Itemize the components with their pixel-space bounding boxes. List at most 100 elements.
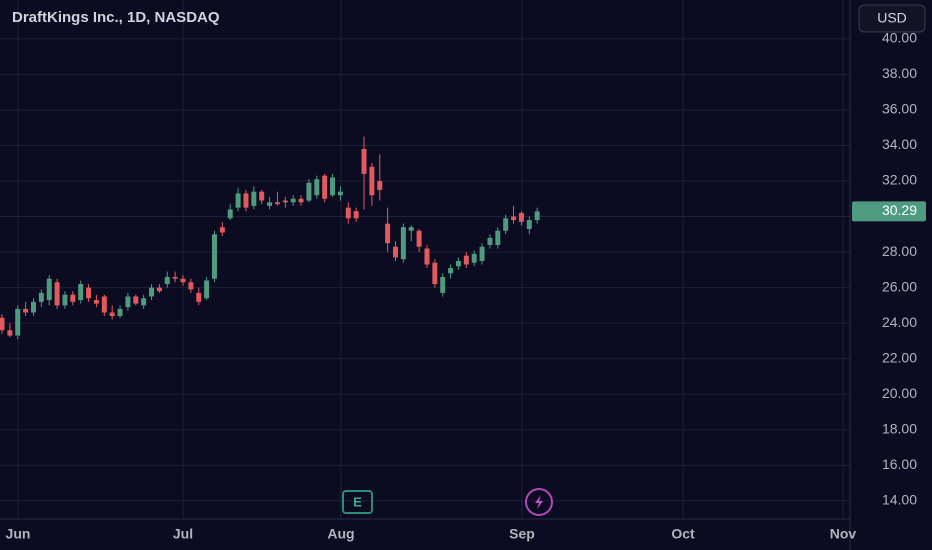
y-tick-label: 26.00 — [882, 278, 917, 294]
candle-body — [125, 296, 131, 308]
candle-body — [211, 234, 217, 279]
candle-body — [448, 268, 454, 274]
candle-body — [463, 255, 469, 265]
candle-body — [306, 182, 312, 201]
x-tick-label: Jun — [6, 526, 31, 542]
candle-body — [7, 330, 13, 336]
candles — [0, 136, 540, 340]
y-tick-label: 34.00 — [882, 136, 917, 152]
candle-body — [290, 198, 296, 203]
y-tick-label: 32.00 — [882, 172, 917, 188]
candle-body — [267, 202, 273, 206]
chart-title: DraftKings Inc., 1D, NASDAQ — [12, 9, 220, 26]
candle-body — [188, 282, 194, 290]
candle-body — [156, 287, 162, 292]
candle-body — [322, 175, 328, 199]
y-tick-label: 36.00 — [882, 101, 917, 117]
lightning-icon — [535, 495, 543, 509]
y-tick-label: 24.00 — [882, 314, 917, 330]
candle-body — [0, 317, 5, 331]
candle-body — [172, 276, 178, 279]
candle-body — [361, 149, 367, 174]
candle-body — [400, 227, 406, 260]
candle-body — [204, 280, 210, 299]
candle-body — [503, 218, 509, 231]
grid — [0, 0, 850, 519]
last-price-tag — [852, 201, 926, 222]
candle-body — [180, 278, 186, 283]
candle-body — [495, 230, 501, 245]
candle-body — [259, 191, 265, 201]
candle-body — [38, 292, 44, 302]
candle-body — [251, 191, 257, 206]
candle-body — [23, 308, 29, 313]
candle-body — [196, 292, 202, 302]
candle-body — [353, 211, 359, 219]
candle-body — [54, 282, 60, 306]
candle-body — [487, 237, 493, 245]
candle-body — [235, 193, 241, 208]
candle-body — [369, 166, 375, 196]
candle-body — [117, 308, 123, 317]
candle-body — [314, 179, 320, 196]
candle-body — [78, 284, 84, 301]
candle-body — [109, 312, 115, 317]
currency-button[interactable] — [858, 4, 926, 33]
candle-body — [455, 260, 461, 267]
candle-body — [298, 198, 304, 203]
candle-body — [432, 262, 438, 285]
candle-body — [526, 220, 532, 229]
candle-body — [62, 294, 68, 306]
currency-label[interactable]: USD — [877, 10, 907, 26]
candle-body — [227, 209, 233, 219]
y-tick-label: 14.00 — [882, 491, 917, 507]
candle-body — [30, 301, 36, 313]
candle-body — [416, 230, 422, 247]
candle-body — [274, 202, 280, 205]
candle-body — [471, 253, 477, 263]
candle-body — [141, 298, 147, 306]
candle-body — [345, 207, 351, 219]
candle-body — [219, 227, 225, 233]
y-tick-label: 38.00 — [882, 65, 917, 81]
candle-body — [101, 296, 107, 313]
earnings-marker[interactable] — [342, 490, 373, 514]
x-tick-label: Oct — [671, 526, 695, 542]
candle-body — [149, 287, 155, 297]
candle-body — [133, 296, 139, 304]
candle-body — [46, 278, 52, 301]
last-price-label: 30.29 — [882, 202, 917, 218]
candle-body — [393, 246, 398, 258]
y-tick-label: 40.00 — [882, 30, 917, 46]
candle-body — [385, 223, 391, 244]
candle-body — [479, 246, 485, 261]
x-tick-label: Sep — [509, 526, 535, 542]
x-tick-label: Nov — [830, 526, 857, 542]
y-tick-label: 28.00 — [882, 243, 917, 259]
candle-body — [164, 276, 170, 285]
candle-body — [408, 227, 414, 231]
candle-body — [93, 300, 99, 304]
candle-body — [424, 248, 430, 265]
candle-body — [518, 212, 524, 222]
candle-body — [440, 276, 446, 293]
earnings-label[interactable]: E — [353, 494, 362, 509]
axes: 14.00 16.00 18.00 20.00 22.00 24.00 26.00 28.00… — [6, 30, 926, 542]
x-tick-label: Jul — [173, 526, 193, 542]
candle-body — [330, 177, 336, 196]
y-tick-label: 18.00 — [882, 420, 917, 436]
dividend-marker[interactable] — [525, 488, 553, 516]
x-tick-label: Aug — [327, 526, 354, 542]
candle-body — [86, 287, 92, 299]
candle-body — [534, 211, 540, 221]
candle-body — [70, 294, 76, 302]
candle-body — [377, 181, 383, 190]
candle-body — [337, 191, 343, 196]
y-tick-label: 22.00 — [882, 349, 917, 365]
y-tick-label: 16.00 — [882, 456, 917, 472]
candle-body — [15, 308, 21, 336]
candle-body — [243, 193, 249, 208]
